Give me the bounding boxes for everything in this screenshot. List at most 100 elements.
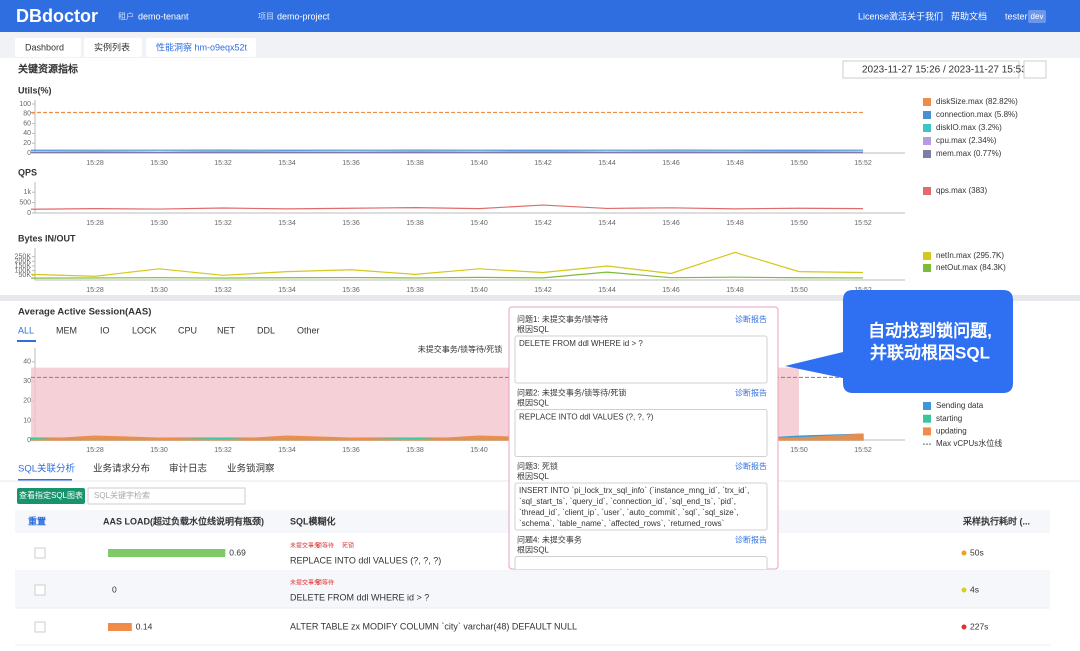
y-tick-label: 500 [19, 199, 31, 206]
search-placeholder[interactable]: SQL关键字检索 [94, 490, 150, 500]
filter-tab[interactable]: IO [100, 325, 110, 335]
time-label: 4s [970, 584, 979, 594]
tab-label[interactable]: 实例列表 [94, 41, 130, 52]
bottom-tab[interactable]: 审计日志 [169, 463, 207, 475]
x-tick-label: 15:38 [406, 220, 424, 227]
header-link[interactable]: 帮助文档 [951, 10, 987, 21]
sql-tag: 锁等待 [316, 579, 334, 587]
issue-title: 问题2: 未提交事务/锁等待/死锁 [517, 388, 626, 398]
time-label: 227s [970, 621, 988, 631]
x-tick-label: 15:34 [278, 447, 296, 454]
sql-line: `thread_id`, `client_ip`, `user`, `auto_… [519, 508, 739, 517]
x-tick-label: 15:30 [150, 160, 168, 167]
project[interactable]: demo-project [277, 11, 330, 21]
date-range: 2023-11-27 15:26 / 2023-11-27 15:53 [862, 65, 1027, 76]
table-header-cell: 采样执行耗时 (... [962, 515, 1030, 526]
legend-swatch [923, 187, 931, 195]
x-tick-label: 15:36 [342, 160, 360, 167]
legend-label[interactable]: netOut.max (84.3K) [936, 263, 1006, 272]
button[interactable] [17, 488, 85, 504]
x-tick-label: 15:52 [854, 220, 872, 227]
issue-link[interactable]: 诊断报告 [735, 388, 767, 398]
checkbox[interactable] [34, 621, 46, 633]
bottom-tab[interactable]: 业务锁洞察 [227, 463, 275, 475]
callout-text: 自动找到锁问题, [868, 320, 992, 340]
filter-tab[interactable]: CPU [178, 325, 197, 335]
checkbox[interactable] [34, 584, 46, 596]
legend-label[interactable]: diskSize.max (82.82%) [936, 97, 1018, 106]
table-header-cell[interactable]: 重置 [28, 515, 46, 526]
x-tick-label: 15:52 [854, 160, 872, 167]
bottom-tab[interactable]: SQL关联分析 [18, 463, 76, 475]
user[interactable]: tester [1005, 11, 1028, 21]
load-label: 0.69 [229, 547, 246, 557]
x-tick-label: 15:44 [598, 220, 616, 227]
legend-label[interactable]: netIn.max (295.7K) [936, 251, 1004, 260]
legend-swatch [923, 124, 931, 132]
filter-tab[interactable]: NET [217, 325, 236, 335]
tenant[interactable]: demo-tenant [138, 11, 189, 21]
date-range-box[interactable] [842, 60, 1020, 79]
x-tick-label: 15:28 [86, 160, 104, 167]
filter-tab[interactable]: Other [297, 325, 320, 335]
callout [785, 290, 1013, 393]
issue-link[interactable]: 诊断报告 [735, 461, 767, 471]
legend-swatch [923, 111, 931, 119]
x-tick-label: 15:44 [598, 160, 616, 167]
x-tick-label: 15:32 [214, 160, 232, 167]
x-tick-label: 15:40 [470, 220, 488, 227]
y-tick-label: 40 [23, 359, 31, 366]
legend-label[interactable]: Sending data [936, 401, 984, 410]
sql-box [514, 482, 768, 531]
chart-title: Utils(%) [18, 85, 52, 95]
x-tick-label: 15:32 [214, 447, 232, 454]
sql-line: INSERT INTO `pi_lock_trx_sql_info` (`ins… [519, 486, 749, 495]
filter-tab[interactable]: LOCK [132, 325, 157, 335]
checkbox[interactable] [34, 547, 46, 559]
legend-label[interactable]: diskIO.max (3.2%) [936, 123, 1002, 132]
x-tick-label: 15:46 [662, 160, 680, 167]
legend-label[interactable]: starting [936, 414, 962, 423]
load-bar [108, 549, 226, 557]
legend-label[interactable]: mem.max (0.77%) [936, 149, 1002, 158]
table-row [15, 572, 1050, 608]
refresh-button[interactable] [1023, 60, 1047, 79]
y-tick-label: 50K [19, 272, 32, 279]
header-link[interactable]: License激活 [858, 10, 907, 21]
tab[interactable] [146, 38, 256, 57]
x-tick-label: 15:42 [534, 287, 552, 294]
tab-label[interactable]: Dashbord [25, 42, 64, 52]
x-tick-label: 15:28 [86, 287, 104, 294]
legend-label[interactable]: updating [936, 427, 967, 436]
time-dot [961, 587, 967, 593]
x-tick-label: 15:32 [214, 287, 232, 294]
tab-label[interactable]: 性能洞察 hm-o9eqx52t [156, 41, 248, 52]
y-tick-label: 20 [23, 398, 31, 405]
y-tick-label: 0 [27, 150, 31, 157]
bottom-tab[interactable]: 业务请求分布 [93, 463, 150, 475]
issue-link[interactable]: 诊断报告 [735, 535, 767, 545]
tab[interactable] [84, 38, 142, 57]
filter-tab[interactable]: MEM [56, 325, 77, 335]
filter-tab[interactable]: ALL [18, 325, 34, 335]
x-tick-label: 15:40 [470, 160, 488, 167]
filter-tab[interactable]: DDL [257, 325, 275, 335]
x-tick-label: 15:46 [662, 220, 680, 227]
sql-text: DELETE FROM ddl WHERE id > ? [290, 592, 429, 602]
x-tick-label: 15:50 [790, 287, 808, 294]
legend-label[interactable]: qps.max (383) [936, 186, 987, 195]
legend-label[interactable]: Max vCPUs水位线 [936, 438, 1002, 448]
tab[interactable] [15, 38, 81, 57]
issue-link[interactable]: 诊断报告 [735, 314, 767, 324]
legend-swatch [923, 414, 931, 423]
legend-label[interactable]: connection.max (5.8%) [936, 110, 1018, 119]
button-label[interactable]: 查看指定SQL图表 [19, 490, 83, 500]
header-link[interactable]: 关于我们 [907, 10, 943, 21]
x-tick-label: 15:32 [214, 220, 232, 227]
y-tick-label: 100 [19, 101, 31, 108]
legend-label[interactable]: cpu.max (2.34%) [936, 136, 997, 145]
issue-title: 问题4: 未提交事务 [517, 535, 582, 545]
x-tick-label: 15:28 [86, 220, 104, 227]
x-tick-label: 15:48 [726, 287, 744, 294]
search-box[interactable] [87, 487, 246, 505]
